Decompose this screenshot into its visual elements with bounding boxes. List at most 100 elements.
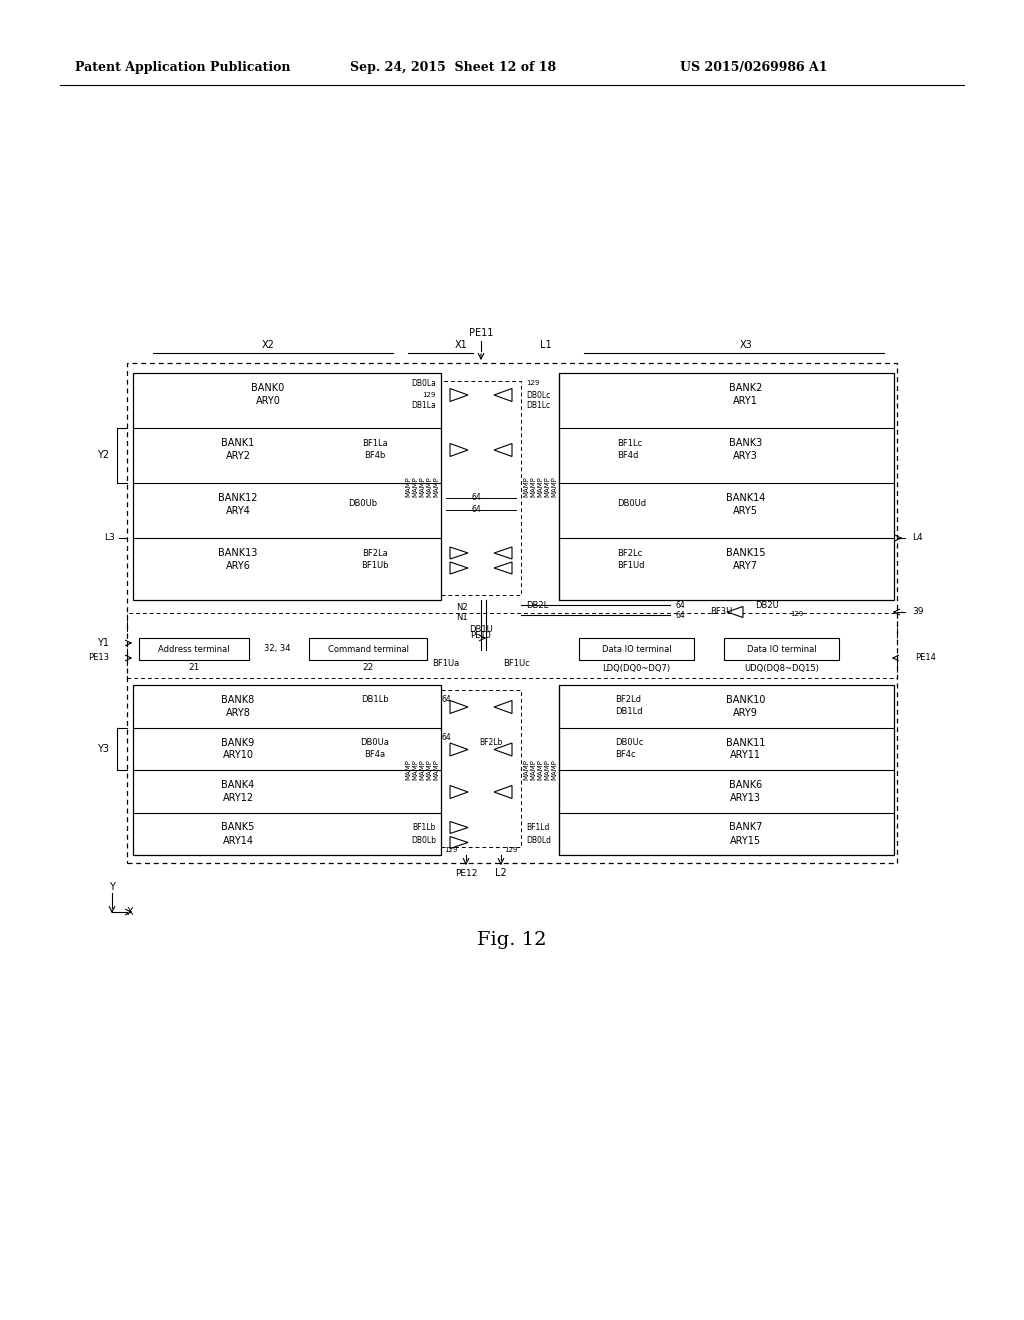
Text: BF1La: BF1La (362, 438, 388, 447)
Text: DB2L: DB2L (526, 601, 548, 610)
Bar (559, 374, 894, 601)
Text: DB0Lc: DB0Lc (526, 391, 550, 400)
Polygon shape (494, 785, 512, 799)
Text: N2: N2 (456, 603, 468, 612)
Polygon shape (727, 606, 743, 618)
Text: DB0Ub: DB0Ub (348, 499, 378, 507)
Text: BF2La: BF2La (362, 549, 388, 557)
Text: MAMP
MAMP
MAMP
MAMP
MAMP: MAMP MAMP MAMP MAMP MAMP (523, 477, 557, 496)
Text: ARY0: ARY0 (256, 396, 281, 407)
Text: MAMP
MAMP
MAMP
MAMP
MAMP: MAMP MAMP MAMP MAMP MAMP (523, 759, 557, 780)
Text: BANK1: BANK1 (221, 438, 255, 447)
Text: BF1Ud: BF1Ud (617, 561, 644, 569)
Bar (127, 363, 897, 863)
Text: BANK7: BANK7 (729, 822, 762, 833)
Text: 22: 22 (362, 664, 374, 672)
Text: X1: X1 (455, 341, 467, 350)
Text: DB2U: DB2U (755, 601, 778, 610)
Text: PE12: PE12 (455, 869, 477, 878)
Text: ARY3: ARY3 (733, 451, 758, 461)
Text: BANK14: BANK14 (726, 492, 765, 503)
Text: L4: L4 (912, 533, 923, 543)
Bar (139, 638, 249, 660)
Bar (133, 374, 441, 601)
Text: X3: X3 (740, 341, 753, 350)
Text: DB1La: DB1La (412, 401, 436, 411)
Text: DB0La: DB0La (411, 379, 436, 388)
Polygon shape (494, 546, 512, 558)
Text: ARY14: ARY14 (222, 836, 254, 846)
Text: Y2: Y2 (97, 450, 109, 461)
Text: BANK0: BANK0 (251, 383, 285, 393)
Polygon shape (494, 701, 512, 714)
Text: ARY9: ARY9 (733, 708, 758, 718)
Polygon shape (494, 444, 512, 457)
Text: 64: 64 (675, 610, 685, 619)
Polygon shape (494, 562, 512, 574)
Text: ARY15: ARY15 (730, 836, 761, 846)
Text: BANK2: BANK2 (729, 383, 762, 393)
Bar (441, 690, 521, 847)
Text: Sep. 24, 2015  Sheet 12 of 18: Sep. 24, 2015 Sheet 12 of 18 (350, 62, 556, 74)
Text: L1: L1 (541, 341, 552, 350)
Text: PE11: PE11 (469, 327, 494, 338)
Text: Y: Y (110, 882, 115, 892)
Text: ARY12: ARY12 (222, 793, 254, 803)
Text: ARY6: ARY6 (225, 561, 251, 572)
Text: X: X (127, 907, 133, 917)
Polygon shape (450, 546, 468, 558)
Text: DB0Ud: DB0Ud (617, 499, 646, 507)
Text: DB1Lb: DB1Lb (361, 696, 389, 705)
Text: MAMP
MAMP
MAMP
MAMP
MAMP: MAMP MAMP MAMP MAMP MAMP (406, 477, 439, 496)
Polygon shape (494, 388, 512, 401)
Text: X2: X2 (261, 341, 274, 350)
Text: Patent Application Publication: Patent Application Publication (75, 62, 291, 74)
Text: BANK5: BANK5 (221, 822, 255, 833)
Text: 64: 64 (441, 696, 451, 705)
Text: ARY2: ARY2 (225, 451, 251, 461)
Bar (127, 612, 897, 678)
Text: BANK11: BANK11 (726, 738, 765, 747)
Bar (724, 638, 839, 660)
Text: MAMP
MAMP
MAMP
MAMP
MAMP: MAMP MAMP MAMP MAMP MAMP (406, 759, 439, 780)
Text: N1: N1 (456, 614, 468, 623)
Text: Data IO terminal: Data IO terminal (602, 644, 672, 653)
Text: BANK15: BANK15 (726, 548, 765, 558)
Text: 32, 34: 32, 34 (264, 644, 290, 653)
Text: BF2Lc: BF2Lc (617, 549, 642, 557)
Text: ARY13: ARY13 (730, 793, 761, 803)
Text: 129: 129 (423, 392, 436, 399)
Text: DB1U: DB1U (469, 626, 493, 635)
Text: BANK9: BANK9 (221, 738, 255, 747)
Text: DB1Ld: DB1Ld (615, 708, 643, 717)
Text: BANK12: BANK12 (218, 492, 258, 503)
Text: BANK4: BANK4 (221, 780, 255, 789)
Text: BF1Lc: BF1Lc (617, 438, 642, 447)
Text: BF4b: BF4b (365, 450, 386, 459)
Text: 129: 129 (444, 847, 458, 853)
Text: ARY7: ARY7 (733, 561, 758, 572)
Text: ARY4: ARY4 (225, 506, 251, 516)
Text: ARY10: ARY10 (222, 751, 254, 760)
Text: DB0Uc: DB0Uc (615, 738, 643, 747)
Text: Y3: Y3 (97, 743, 109, 754)
Text: PE14: PE14 (915, 653, 936, 663)
Text: L2: L2 (496, 869, 507, 878)
Text: 39: 39 (912, 607, 924, 616)
Text: BF4d: BF4d (617, 450, 638, 459)
Bar (133, 685, 441, 855)
Polygon shape (450, 388, 468, 401)
Text: ARY1: ARY1 (733, 396, 758, 407)
Text: BF2Ld: BF2Ld (615, 696, 641, 705)
Polygon shape (450, 701, 468, 714)
Text: ARY5: ARY5 (733, 506, 758, 516)
Text: BF4c: BF4c (615, 750, 636, 759)
Text: Data IO terminal: Data IO terminal (746, 644, 816, 653)
Text: DB0Lb: DB0Lb (411, 836, 436, 845)
Polygon shape (450, 837, 468, 849)
Text: BF1Ua: BF1Ua (432, 659, 460, 668)
Polygon shape (494, 743, 512, 756)
Text: Command terminal: Command terminal (328, 644, 409, 653)
Text: BANK3: BANK3 (729, 438, 762, 447)
Bar (559, 685, 894, 855)
